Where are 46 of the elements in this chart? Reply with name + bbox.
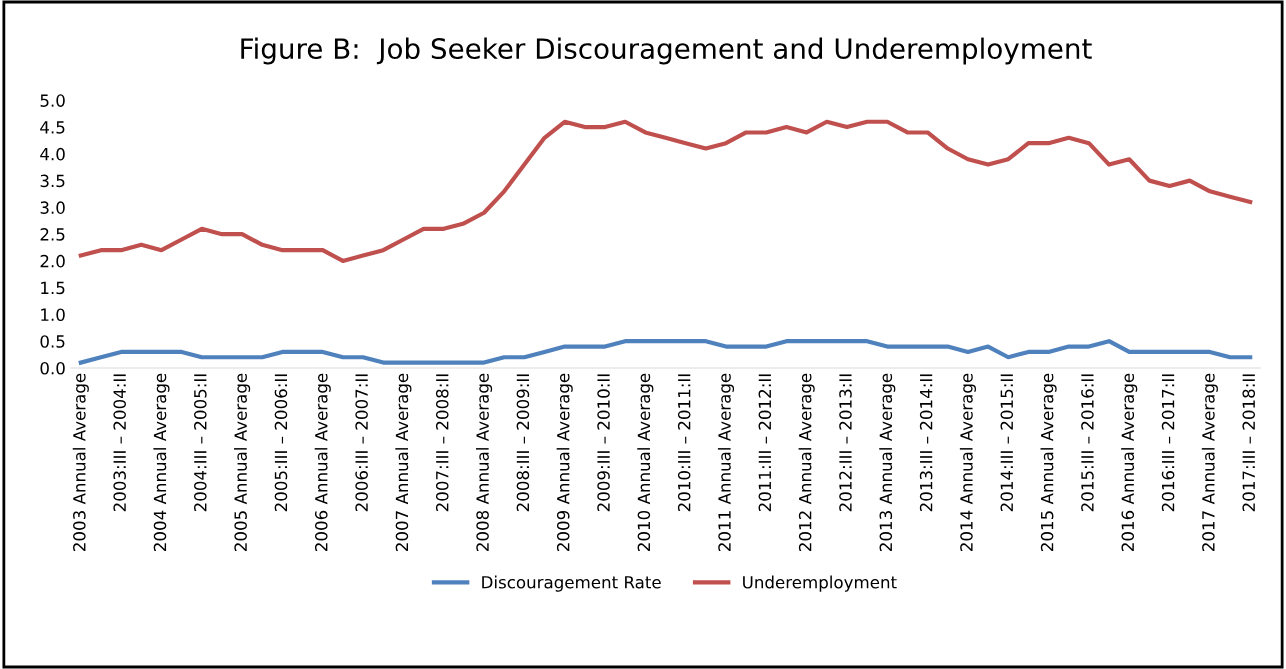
x-tick-label: 2011:III – 2012:II [758,374,772,512]
x-tick-label: 2011 Annual Average [717,373,735,551]
legend-label: Discouragement Rate [482,575,661,592]
x-tick-label: 2017 Annual Average [1201,373,1218,551]
x-tick-label: 2016:III – 2017:II [1161,374,1175,512]
x-tick-label: 2005:III – 2006:II [274,374,288,512]
x-tick-label: 2007:III – 2008:II [435,374,449,512]
x-tick-label: 2016 Annual Average [1121,373,1138,551]
y-tick-label: 2.5 [40,228,65,241]
legend-label: Underemployment [743,575,897,592]
x-tick-label: 2003:III – 2004:II [113,374,126,512]
x-tick-label: 2008:III – 2009:II [516,374,530,512]
x-tick-label: 2007 Annual Average [395,373,412,551]
y-tick-label: 2.0 [40,254,65,268]
x-tick-label: 2009 Annual Average [556,373,573,551]
x-tick-label: 2013:III – 2014:II [919,374,933,512]
x-tick-label: 2012 Annual Average [798,373,815,551]
y-tick-label: 0.5 [40,335,65,348]
x-tick-label: 2006:III – 2007:II [355,374,368,512]
y-tick-label: 1.0 [41,308,65,321]
x-tick-label: 2010 Annual Average [637,373,654,551]
x-tick-label: 2013 Annual Average [879,373,896,551]
x-tick-label: 2010:III – 2011:II [677,374,691,512]
y-tick-label: 1.5 [41,281,65,295]
x-tick-label: 2004 Annual Average [153,373,170,551]
y-tick-label: 4.0 [40,147,65,161]
x-tick-label: 2015 Annual Average [1040,373,1057,551]
x-tick-label: 2014 Annual Average [959,373,976,551]
y-tick-label: 5.0 [40,94,65,107]
y-tick-label: 4.5 [40,121,65,134]
line-series [78,339,1253,365]
x-tick-label: 2015:III – 2016:II [1081,374,1094,512]
y-tick-label: 3.0 [40,201,65,214]
x-tick-label: 2004:III – 2005:II [194,374,207,512]
y-tick-label: 0.0 [40,361,65,375]
chart-title: Figure B: Job Seeker Discouragement and Underemployment [241,37,1092,65]
x-tick-label: 2008 Annual Average [475,373,493,551]
x-tick-label: 2003 Annual Average [72,373,89,551]
x-tick-label: 2005 Annual Average [234,373,251,551]
x-tick-label: 2009:III – 2010:II [597,374,610,512]
y-tick-label: 3.5 [40,174,65,188]
x-tick-label: 2017:III – 2018:II [1242,374,1256,512]
line-series [78,119,1253,263]
x-tick-label: 2014:III – 2015:II [1000,374,1014,512]
x-tick-label: 2006 Annual Average [314,373,331,551]
x-tick-label: 2012:III – 2013:II [839,374,852,512]
